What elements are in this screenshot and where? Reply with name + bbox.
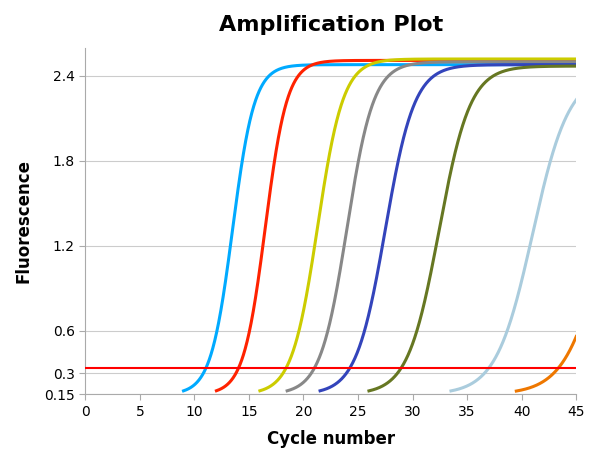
X-axis label: Cycle number: Cycle number — [267, 430, 395, 448]
Title: Amplification Plot: Amplification Plot — [218, 15, 443, 35]
Y-axis label: Fluorescence: Fluorescence — [15, 159, 33, 283]
